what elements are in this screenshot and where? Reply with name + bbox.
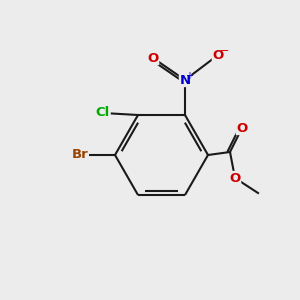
Text: +: + (184, 71, 193, 81)
Text: Br: Br (72, 148, 88, 161)
Text: −: − (220, 46, 229, 56)
Text: Cl: Cl (96, 106, 110, 119)
Text: O: O (230, 172, 241, 184)
Text: N: N (179, 74, 191, 86)
Text: O: O (147, 52, 159, 64)
Text: O: O (212, 49, 224, 62)
Text: O: O (236, 122, 247, 134)
